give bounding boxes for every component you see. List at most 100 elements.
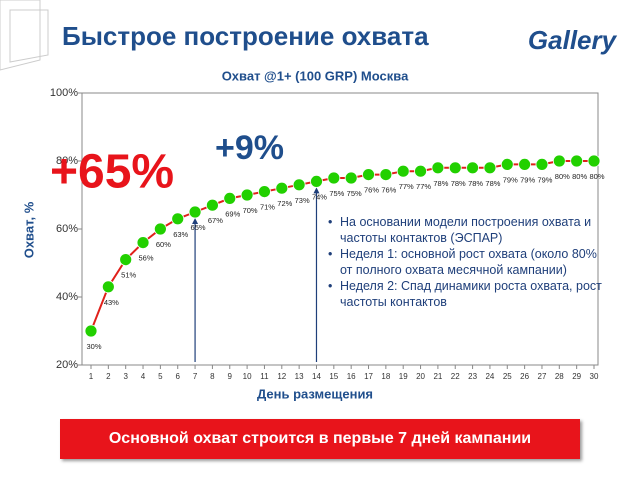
annotation: +9%: [215, 129, 284, 167]
x-tick-label: 6: [175, 372, 180, 381]
data-point: [518, 157, 532, 171]
data-label: 80%: [555, 172, 570, 181]
data-label: 67%: [208, 216, 223, 225]
data-label: 80%: [572, 172, 587, 181]
data-point: [327, 171, 341, 185]
x-axis-label: День размещения: [257, 386, 373, 401]
x-tick-label: 11: [260, 372, 269, 381]
data-label: 56%: [139, 254, 154, 263]
data-point: [552, 154, 566, 168]
data-point: [188, 205, 202, 219]
data-label: 69%: [225, 209, 240, 218]
x-tick-label: 21: [433, 372, 442, 381]
data-point: [206, 198, 219, 212]
y-tick-label: 40%: [56, 291, 78, 303]
data-point: [101, 280, 115, 294]
data-label: 73%: [295, 196, 310, 205]
data-label: 76%: [381, 186, 396, 195]
data-label: 78%: [451, 179, 466, 188]
x-tick-label: 22: [451, 372, 460, 381]
data-point: [119, 253, 133, 267]
data-label: 51%: [121, 271, 136, 280]
x-tick-label: 24: [485, 372, 494, 381]
data-point: [240, 188, 254, 202]
slide-title: Быстрое построение охвата: [62, 21, 429, 51]
x-tick-label: 23: [468, 372, 477, 381]
data-label: 78%: [485, 179, 500, 188]
data-label: 65%: [191, 223, 206, 232]
data-label: 80%: [589, 172, 604, 181]
data-label: 72%: [277, 199, 292, 208]
chart-title: Охват @1+ (100 GRP) Москва: [222, 68, 409, 83]
x-tick-label: 8: [210, 372, 215, 381]
data-point: [414, 164, 427, 178]
x-tick-label: 1: [89, 372, 94, 381]
logo: Gallery: [528, 25, 618, 55]
data-label: 79%: [503, 175, 518, 184]
data-label: 77%: [416, 182, 431, 191]
data-label: 75%: [347, 189, 362, 198]
decor: [9, 9, 49, 63]
x-tick-label: 27: [538, 372, 547, 381]
bullet-list: На основании модели построения охвата и …: [326, 214, 612, 310]
y-tick-label: 80%: [56, 155, 78, 167]
data-point: [223, 191, 237, 205]
y-axis-label: Охват, %: [21, 201, 36, 258]
data-label: 30%: [86, 342, 101, 351]
data-point: [258, 185, 271, 199]
bullet: Неделя 1: основной рост охвата (около 80…: [328, 246, 612, 278]
annotation: +65%: [50, 146, 174, 199]
data-point: [396, 164, 410, 178]
x-tick-label: 17: [364, 372, 373, 381]
data-label: 79%: [537, 175, 552, 184]
y-tick-label: 20%: [56, 359, 78, 371]
x-tick-label: 15: [329, 372, 338, 381]
x-tick-label: 19: [399, 372, 408, 381]
x-tick-label: 25: [503, 372, 512, 381]
data-point: [431, 161, 445, 175]
data-point: [570, 154, 584, 168]
data-point: [275, 181, 289, 195]
x-tick-label: 3: [123, 372, 128, 381]
data-point: [153, 222, 167, 236]
x-tick-label: 30: [590, 372, 599, 381]
data-label: 71%: [260, 203, 275, 212]
data-label: 78%: [468, 179, 483, 188]
x-tick-label: 26: [520, 372, 529, 381]
data-point: [310, 174, 323, 188]
data-point: [292, 178, 306, 192]
y-tick-label: 100%: [50, 87, 78, 99]
data-point: [587, 154, 601, 168]
x-tick-label: 7: [193, 372, 198, 381]
x-tick-label: 16: [347, 372, 356, 381]
data-point: [466, 161, 479, 175]
bullet: Неделя 2: Спад динамики роста охвата, ро…: [328, 278, 612, 310]
x-tick-label: 2: [106, 372, 111, 381]
data-point: [483, 161, 497, 175]
x-tick-label: 14: [312, 372, 321, 381]
data-label: 74%: [312, 192, 327, 201]
footer-banner: Основной охват строится в первые 7 дней …: [60, 419, 580, 459]
data-point: [171, 212, 185, 226]
x-tick-label: 18: [381, 372, 390, 381]
data-point: [379, 168, 393, 182]
x-tick-label: 13: [295, 372, 304, 381]
data-label: 60%: [156, 240, 171, 249]
data-label: 77%: [399, 182, 414, 191]
data-label: 70%: [243, 206, 258, 215]
data-point: [448, 161, 462, 175]
x-tick-label: 10: [243, 372, 252, 381]
x-tick-label: 20: [416, 372, 425, 381]
x-tick-label: 5: [158, 372, 163, 381]
data-label: 63%: [173, 230, 188, 239]
data-point: [362, 168, 375, 182]
y-tick-label: 60%: [56, 223, 78, 235]
data-point: [344, 171, 358, 185]
data-label: 79%: [520, 175, 535, 184]
data-label: 76%: [364, 186, 379, 195]
data-point: [84, 324, 98, 338]
data-point: [500, 157, 514, 171]
x-tick-label: 12: [277, 372, 286, 381]
marker-arrow: [192, 218, 199, 224]
